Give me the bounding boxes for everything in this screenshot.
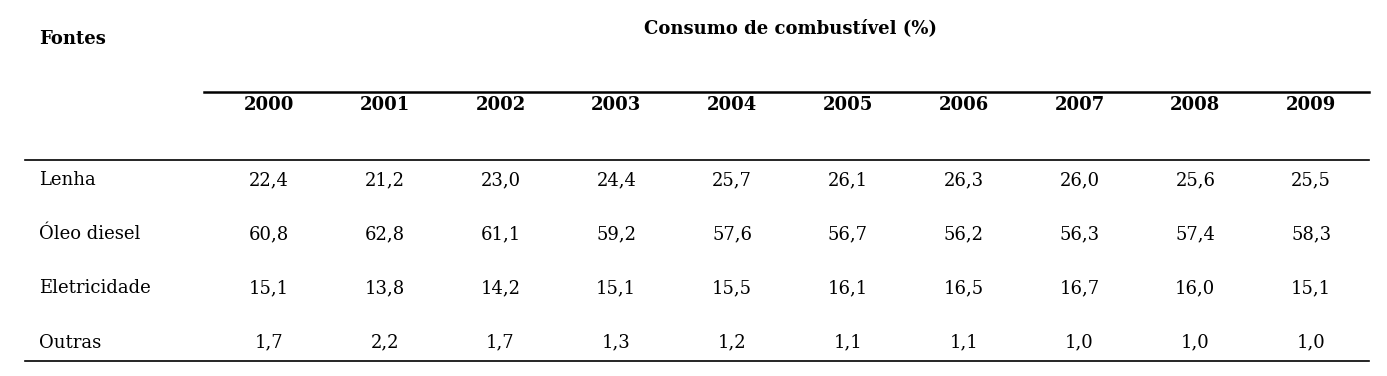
Text: 14,2: 14,2 [480, 279, 520, 297]
Text: 1,7: 1,7 [487, 334, 515, 352]
Text: 1,0: 1,0 [1297, 334, 1326, 352]
Text: 16,5: 16,5 [943, 279, 983, 297]
Text: 2008: 2008 [1171, 96, 1221, 114]
Text: Fontes: Fontes [39, 30, 105, 48]
Text: 16,0: 16,0 [1175, 279, 1215, 297]
Text: 58,3: 58,3 [1291, 225, 1332, 243]
Text: 57,6: 57,6 [712, 225, 752, 243]
Text: 25,7: 25,7 [712, 171, 752, 189]
Text: 56,3: 56,3 [1060, 225, 1100, 243]
Text: 1,2: 1,2 [718, 334, 746, 352]
Text: Consumo de combustível (%): Consumo de combustível (%) [644, 19, 936, 37]
Text: 2002: 2002 [476, 96, 526, 114]
Text: 2009: 2009 [1286, 96, 1336, 114]
Text: 26,0: 26,0 [1060, 171, 1100, 189]
Text: 25,5: 25,5 [1291, 171, 1332, 189]
Text: 1,7: 1,7 [255, 334, 283, 352]
Text: 56,7: 56,7 [828, 225, 868, 243]
Text: 21,2: 21,2 [365, 171, 405, 189]
Text: 62,8: 62,8 [365, 225, 405, 243]
Text: 13,8: 13,8 [365, 279, 405, 297]
Text: 2,2: 2,2 [370, 334, 399, 352]
Text: 1,1: 1,1 [834, 334, 863, 352]
Text: 1,3: 1,3 [602, 334, 631, 352]
Text: 2007: 2007 [1054, 96, 1104, 114]
Text: 15,1: 15,1 [596, 279, 637, 297]
Text: 2003: 2003 [591, 96, 641, 114]
Text: 1,0: 1,0 [1065, 334, 1094, 352]
Text: 2004: 2004 [707, 96, 757, 114]
Text: 2000: 2000 [244, 96, 294, 114]
Text: 1,1: 1,1 [949, 334, 978, 352]
Text: Eletricidade: Eletricidade [39, 279, 150, 297]
Text: 57,4: 57,4 [1175, 225, 1215, 243]
Text: 26,3: 26,3 [943, 171, 983, 189]
Text: 16,7: 16,7 [1060, 279, 1100, 297]
Text: 24,4: 24,4 [596, 171, 637, 189]
Text: 2006: 2006 [939, 96, 989, 114]
Text: 15,1: 15,1 [248, 279, 288, 297]
Text: 26,1: 26,1 [828, 171, 868, 189]
Text: 25,6: 25,6 [1175, 171, 1215, 189]
Text: 59,2: 59,2 [596, 225, 637, 243]
Text: Óleo diesel: Óleo diesel [39, 225, 140, 243]
Text: 2005: 2005 [822, 96, 872, 114]
Text: 2001: 2001 [359, 96, 409, 114]
Text: 16,1: 16,1 [828, 279, 868, 297]
Text: 1,0: 1,0 [1180, 334, 1209, 352]
Text: 23,0: 23,0 [480, 171, 520, 189]
Text: 61,1: 61,1 [480, 225, 520, 243]
Text: 15,5: 15,5 [712, 279, 752, 297]
Text: 15,1: 15,1 [1291, 279, 1332, 297]
Text: Lenha: Lenha [39, 171, 96, 189]
Text: 22,4: 22,4 [248, 171, 288, 189]
Text: 56,2: 56,2 [943, 225, 983, 243]
Text: Outras: Outras [39, 334, 101, 352]
Text: 60,8: 60,8 [248, 225, 288, 243]
